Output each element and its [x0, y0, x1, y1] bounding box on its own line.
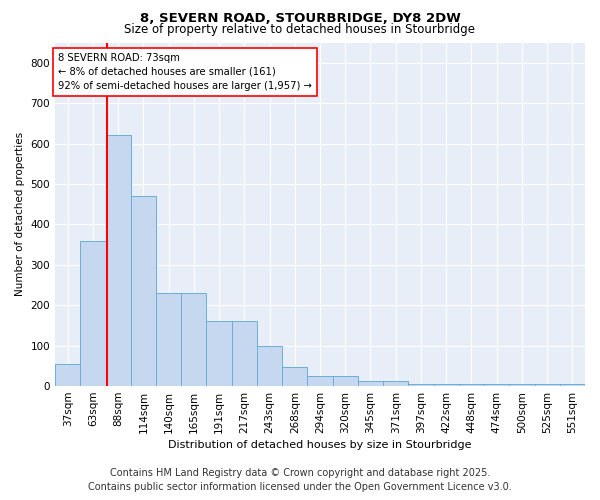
- Text: 8, SEVERN ROAD, STOURBRIDGE, DY8 2DW: 8, SEVERN ROAD, STOURBRIDGE, DY8 2DW: [140, 12, 460, 26]
- Text: Contains HM Land Registry data © Crown copyright and database right 2025.
Contai: Contains HM Land Registry data © Crown c…: [88, 468, 512, 492]
- Bar: [383, 381, 409, 386]
- Bar: [560, 384, 585, 386]
- Bar: [332, 376, 358, 386]
- Bar: [509, 384, 535, 386]
- Bar: [80, 240, 106, 386]
- Bar: [257, 346, 282, 386]
- Text: 8 SEVERN ROAD: 73sqm
← 8% of detached houses are smaller (161)
92% of semi-detac: 8 SEVERN ROAD: 73sqm ← 8% of detached ho…: [58, 53, 311, 91]
- Bar: [459, 384, 484, 386]
- Bar: [358, 381, 383, 386]
- Bar: [181, 293, 206, 386]
- Bar: [156, 293, 181, 386]
- Bar: [131, 196, 156, 386]
- Bar: [206, 322, 232, 386]
- Bar: [307, 376, 332, 386]
- Bar: [232, 322, 257, 386]
- X-axis label: Distribution of detached houses by size in Stourbridge: Distribution of detached houses by size …: [168, 440, 472, 450]
- Bar: [409, 384, 434, 386]
- Bar: [106, 136, 131, 386]
- Y-axis label: Number of detached properties: Number of detached properties: [15, 132, 25, 296]
- Bar: [434, 384, 459, 386]
- Text: Size of property relative to detached houses in Stourbridge: Size of property relative to detached ho…: [125, 22, 476, 36]
- Bar: [484, 384, 509, 386]
- Bar: [282, 366, 307, 386]
- Bar: [535, 384, 560, 386]
- Bar: [55, 364, 80, 386]
